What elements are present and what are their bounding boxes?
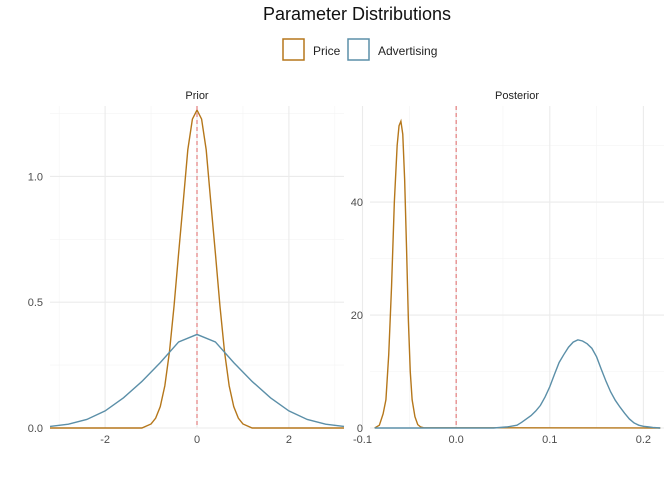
- y-tick-label-prior: 0.0: [28, 423, 43, 435]
- y-tick-label-prior: 1.0: [28, 171, 43, 183]
- series-line-advertising-posterior: [374, 339, 661, 429]
- x-tick-label-prior: -2: [100, 434, 110, 446]
- y-tick-label-posterior: 20: [351, 310, 363, 322]
- series-line-advertising-prior: [49, 333, 345, 428]
- y-tick-label-prior: 0.5: [28, 297, 43, 309]
- panel-title-prior: Prior: [185, 90, 209, 102]
- panel-posterior: -0.1 0.0 0.1 0.2 0 20 40 Posterior: [351, 90, 664, 446]
- x-tick-label-posterior: -0.1: [353, 434, 372, 446]
- legend-label-price: Price: [313, 44, 341, 58]
- x-tick-label-posterior: 0.1: [542, 434, 557, 446]
- legend: Price Advertising: [282, 38, 437, 61]
- y-tick-label-posterior: 0: [357, 423, 363, 435]
- series-line-price-posterior: [374, 118, 661, 429]
- panel-title-posterior: Posterior: [495, 90, 539, 102]
- x-tick-label-prior: 0: [194, 434, 200, 446]
- x-tick-label-prior: 2: [286, 434, 292, 446]
- chart-title: Parameter Distributions: [263, 4, 451, 24]
- legend-key-advertising: [347, 38, 370, 61]
- panel-prior: -2 0 2 0.0 0.5 1.0 Prior: [28, 90, 345, 446]
- y-tick-label-posterior: 40: [351, 197, 363, 209]
- legend-key-price: [282, 38, 305, 61]
- x-tick-label-posterior: 0.2: [636, 434, 651, 446]
- x-tick-label-posterior: 0.0: [448, 434, 463, 446]
- legend-label-advertising: Advertising: [378, 44, 437, 58]
- series-line-price-prior: [50, 108, 344, 429]
